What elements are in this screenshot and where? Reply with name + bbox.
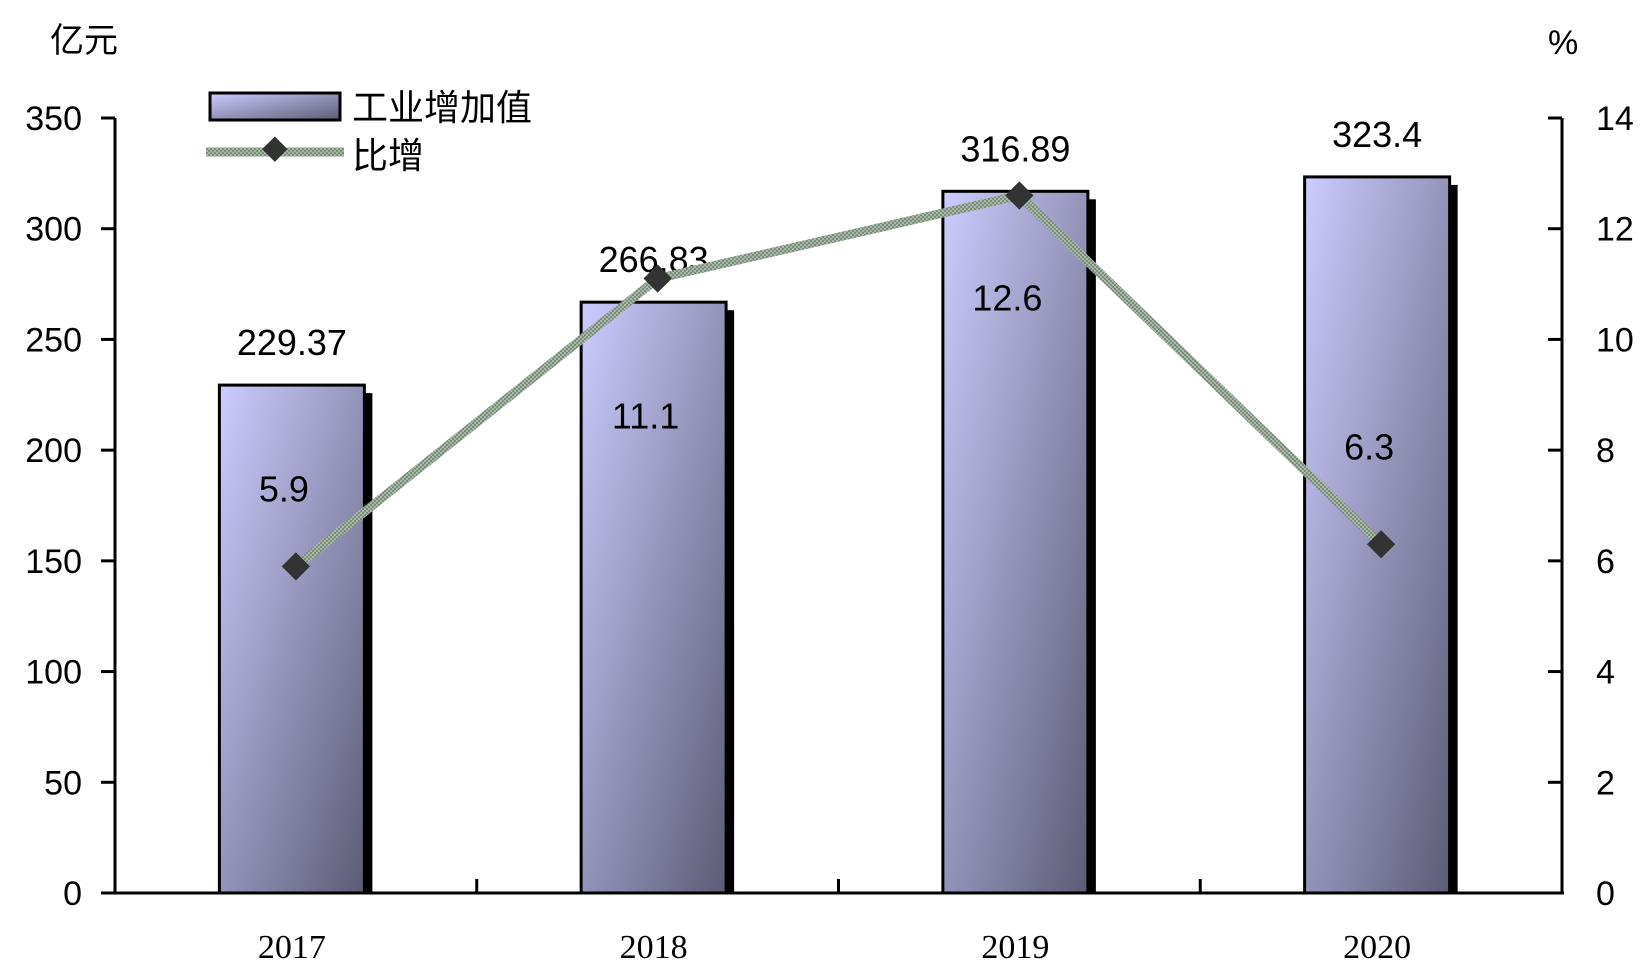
legend-bar-swatch — [208, 91, 342, 122]
left-tick-label: 150 — [25, 543, 82, 581]
line-value-label: 5.9 — [259, 468, 309, 509]
left-tick-label: 250 — [25, 321, 82, 359]
bar-value-label: 316.89 — [960, 128, 1070, 169]
bar — [579, 300, 728, 895]
left-tick-label: 300 — [25, 211, 82, 249]
right-tick-label: 6 — [1596, 543, 1615, 581]
category-label: 2020 — [1343, 929, 1411, 966]
line-marker — [643, 264, 672, 293]
left-axis-unit: 亿元 — [50, 22, 118, 60]
bar — [217, 383, 366, 895]
line-series — [281, 181, 1396, 581]
left-tick-label: 50 — [44, 764, 82, 802]
right-tick-label: 8 — [1596, 432, 1615, 470]
right-tick-label: 0 — [1596, 875, 1615, 913]
left-tick-label: 200 — [25, 432, 82, 470]
left-tick-label: 100 — [25, 654, 82, 692]
bar-value-label: 323.4 — [1332, 114, 1422, 155]
line-value-label: 12.6 — [972, 278, 1042, 319]
bar-value-label: 229.37 — [237, 322, 347, 363]
legend-line-label: 比增 — [352, 135, 424, 176]
legend-line-marker — [262, 136, 288, 162]
category-label: 2018 — [620, 929, 688, 966]
right-axis-ticks: 0 2 4 6 8 10 12 14 — [1548, 100, 1634, 913]
legend: 工业增加值 比增 — [206, 87, 532, 176]
left-tick-label: 350 — [25, 100, 82, 138]
category-label: 2019 — [981, 929, 1049, 966]
right-tick-label: 2 — [1596, 764, 1615, 802]
right-tick-label: 4 — [1596, 654, 1615, 692]
category-label: 2017 — [258, 929, 326, 966]
line-marker — [281, 552, 311, 581]
left-axis-ticks: 0 50 100 150 200 250 300 350 — [25, 100, 115, 913]
right-tick-label: 10 — [1596, 321, 1634, 359]
right-axis-unit: % — [1548, 24, 1578, 62]
line-path — [293, 191, 1385, 570]
bar-series — [217, 175, 1458, 895]
line-value-label: 6.3 — [1344, 426, 1394, 467]
line-marker — [1005, 181, 1034, 210]
line-value-label: 11.1 — [612, 396, 679, 437]
line-marker — [1366, 530, 1396, 559]
x-axis-ticks — [475, 879, 1202, 893]
right-tick-label: 12 — [1596, 211, 1634, 249]
right-tick-label: 14 — [1596, 100, 1634, 138]
legend-bar-label: 工业增加值 — [352, 87, 532, 128]
left-tick-label: 0 — [63, 875, 82, 913]
line-value-labels: 5.9 11.1 12.6 6.3 — [259, 278, 1394, 510]
bar — [941, 189, 1090, 895]
category-labels: 2017 2018 2019 2020 — [258, 929, 1411, 966]
